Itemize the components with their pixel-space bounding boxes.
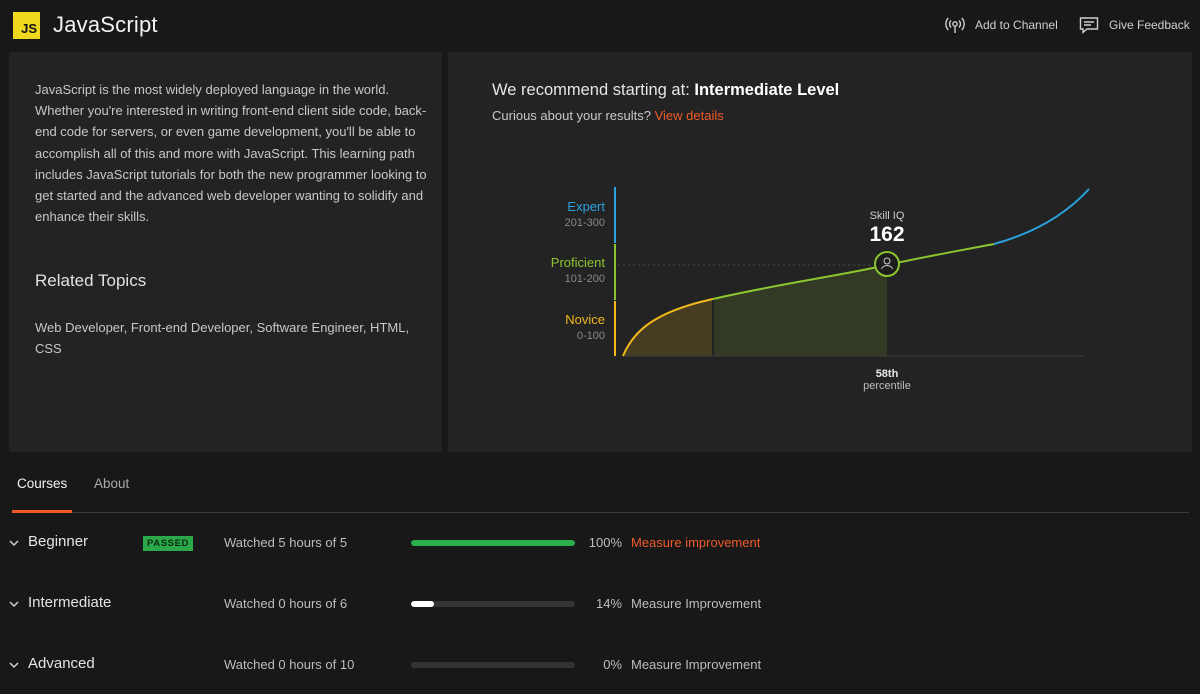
description-panel: JavaScript is the most widely deployed l… [9, 52, 442, 452]
course-row-beginner[interactable]: Beginner PASSED Watched 5 hours of 5 100… [0, 528, 1200, 558]
measure-improvement-link[interactable]: Measure improvement [631, 535, 761, 550]
expert-range: 201-300 [565, 217, 605, 229]
progress-track [411, 601, 575, 607]
skill-iq-label: Skill IQ [870, 210, 905, 222]
add-to-channel-button[interactable]: Add to Channel [944, 14, 1058, 36]
tab-divider [12, 512, 1189, 513]
page-title: JavaScript [53, 12, 158, 37]
curious-line: Curious about your results? View details [492, 108, 724, 123]
measure-improvement-link[interactable]: Measure Improvement [631, 657, 762, 672]
novice-label: Novice [565, 312, 605, 327]
top-header: JS JavaScript Add to Channel Give Feedba… [0, 0, 1200, 52]
watched-text: Watched 0 hours of 6 [224, 596, 348, 611]
related-topics-heading: Related Topics [35, 271, 147, 290]
user-icon [881, 257, 893, 270]
progress-percent: 100% [588, 535, 622, 550]
progress-fill [411, 601, 434, 607]
chevron-down-icon[interactable] [8, 537, 20, 549]
add-to-channel-label: Add to Channel [975, 18, 1058, 32]
give-feedback-label: Give Feedback [1109, 18, 1190, 32]
recommended-level: Intermediate Level [694, 81, 840, 99]
tab-bar: Courses About [0, 465, 1200, 513]
course-level[interactable]: Advanced [28, 655, 95, 672]
progress-track [411, 662, 575, 668]
course-level[interactable]: Intermediate [28, 594, 112, 611]
chevron-down-icon[interactable] [8, 659, 20, 671]
course-row-intermediate[interactable]: Intermediate Watched 0 hours of 6 14% Me… [0, 589, 1200, 619]
active-tab-indicator [12, 510, 72, 513]
path-description: JavaScript is the most widely deployed l… [35, 82, 427, 225]
proficient-range: 101-200 [565, 273, 605, 285]
recommendation-text: We recommend starting at: Intermediate L… [492, 81, 839, 100]
view-details-link[interactable]: View details [654, 108, 724, 123]
broadcast-icon [945, 17, 965, 33]
status-badge: PASSED [143, 536, 193, 551]
novice-area [623, 299, 713, 356]
skill-iq-score: 162 [869, 223, 904, 246]
progress-percent: 14% [595, 596, 622, 611]
recommendation-prefix: We recommend starting at: [492, 81, 690, 99]
comment-icon [1079, 17, 1099, 35]
course-row-advanced[interactable]: Advanced Watched 0 hours of 10 0% Measur… [0, 650, 1200, 680]
skill-iq-panel: We recommend starting at: Intermediate L… [448, 52, 1192, 452]
skill-iq-chart: Expert 201-300 Proficient 101-200 Novice… [551, 187, 1090, 392]
tab-about[interactable]: About [94, 476, 130, 491]
curious-text: Curious about your results? [492, 108, 651, 123]
percentile-label: percentile [863, 380, 911, 392]
related-topics-list: Web Developer, Front-end Developer, Soft… [35, 320, 410, 357]
measure-improvement-link[interactable]: Measure Improvement [631, 596, 762, 611]
progress-percent: 0% [603, 657, 622, 672]
watched-text: Watched 5 hours of 5 [224, 535, 348, 550]
javascript-logo: JS [13, 12, 40, 39]
course-level[interactable]: Beginner [28, 533, 89, 550]
expert-label: Expert [567, 199, 605, 214]
progress-fill [411, 540, 575, 546]
novice-range: 0-100 [577, 330, 605, 342]
percentile-value: 58th [876, 368, 899, 380]
watched-text: Watched 0 hours of 10 [224, 657, 355, 672]
give-feedback-button[interactable]: Give Feedback [1078, 14, 1190, 36]
proficient-label: Proficient [551, 255, 606, 270]
tab-courses[interactable]: Courses [17, 476, 68, 491]
progress-track [411, 540, 575, 546]
chevron-down-icon[interactable] [8, 598, 20, 610]
proficient-area [713, 265, 887, 356]
expert-curve [993, 188, 1090, 245]
novice-curve [622, 298, 714, 357]
